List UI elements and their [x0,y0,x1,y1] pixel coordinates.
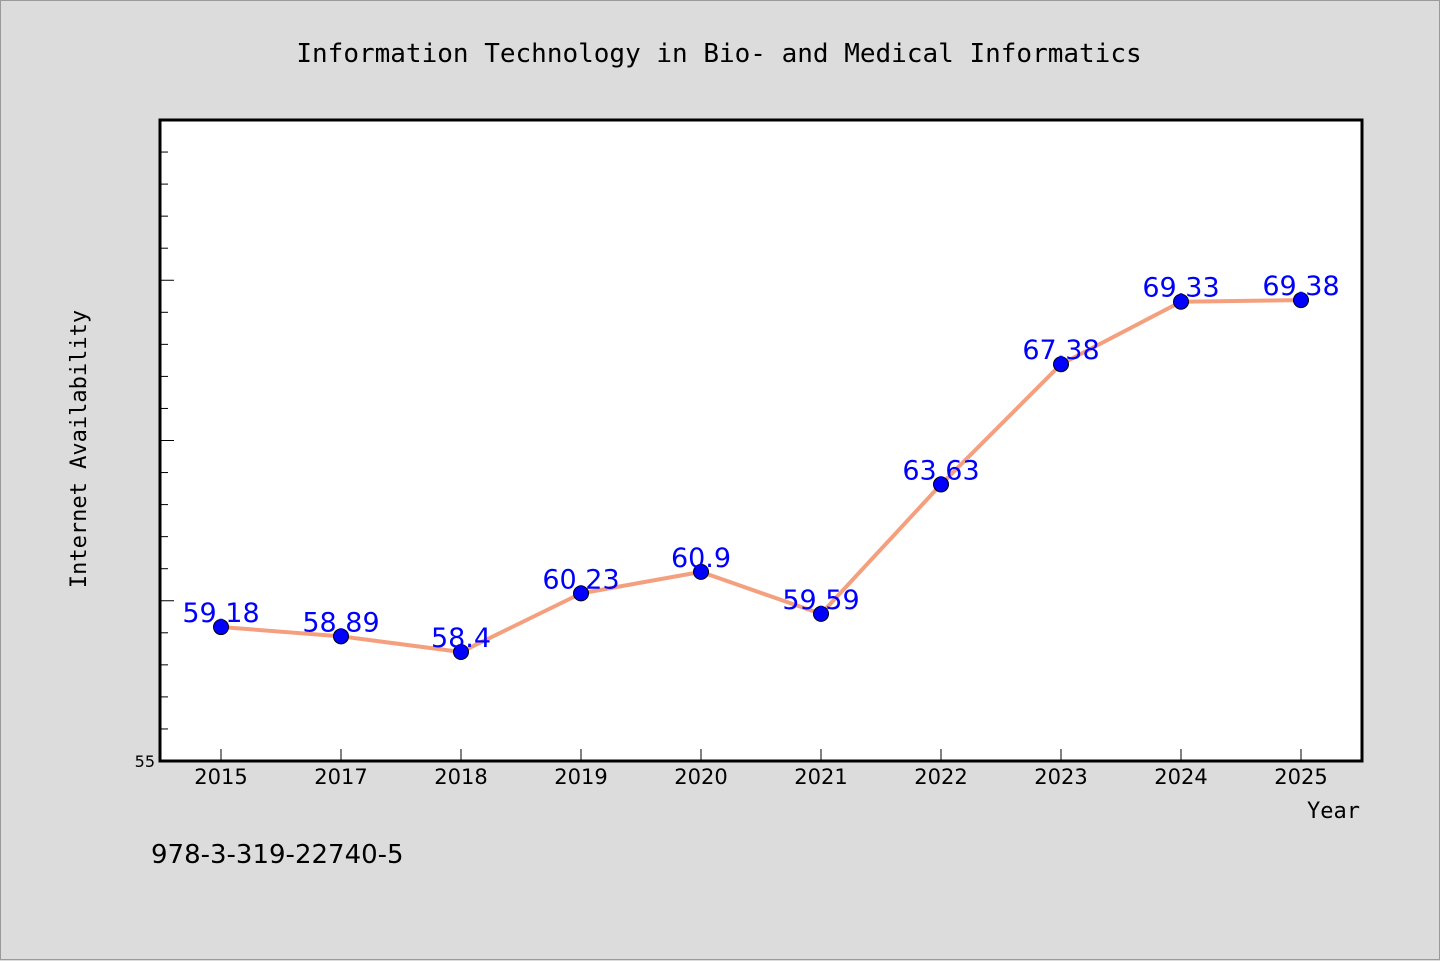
x-tick-label: 2022 [914,765,967,789]
data-point-marker [333,628,349,645]
data-point-marker [453,644,469,661]
data-label: 58.89 [302,607,379,638]
data-label: 63.63 [902,455,979,486]
data-label: 59.59 [782,585,859,616]
data-label: 69.33 [1142,273,1219,304]
data-point-marker [573,585,589,602]
data-label: 69.38 [1262,271,1339,302]
x-axis-ticks [220,749,1302,761]
plot-area [158,118,1364,763]
data-point-marker [1053,356,1069,373]
y-axis-label: Internet Availability [67,310,92,588]
x-tick-label: 2020 [674,765,727,789]
x-axis-tick-labels: 2015 2017 2018 2019 2020 2021 2022 2023 2024 2025 [194,765,1327,789]
data-labels: 59.18 58.89 58.4 60.23 60.9 59.59 63.63 67.38 69… [182,271,1339,654]
x-tick-label: 2015 [194,765,247,789]
data-label: 67.38 [1022,335,1099,366]
data-point-marker [693,563,709,580]
y-axis-tick-labels: 55 [135,752,155,771]
data-label: 60.23 [542,564,619,595]
x-tick-label: 2024 [1154,765,1207,789]
x-tick-label: 2018 [434,765,487,789]
series-line [220,298,1302,655]
data-point-marker [933,476,949,493]
data-point-marker [813,605,829,622]
data-point-marker [1293,292,1309,309]
chart-title: Information Technology in Bio- and Medic… [296,39,1141,69]
isbn-text: 978-3-319-22740-5 [151,840,404,870]
data-label: 59.18 [182,598,259,629]
data-point-markers [213,292,1309,661]
x-axis-label: Year [1307,799,1360,824]
x-tick-label: 2025 [1274,765,1327,789]
data-label: 60.9 [671,543,731,574]
x-tick-label: 2021 [794,765,847,789]
data-label: 58.4 [431,623,491,654]
x-tick-label: 2023 [1034,765,1087,789]
data-point-marker [1173,293,1189,310]
x-tick-label: 2019 [554,765,607,789]
data-point-marker [213,619,229,636]
y-tick-label: 55 [135,752,155,771]
y-axis-ticks [160,151,174,730]
x-tick-label: 2017 [314,765,367,789]
